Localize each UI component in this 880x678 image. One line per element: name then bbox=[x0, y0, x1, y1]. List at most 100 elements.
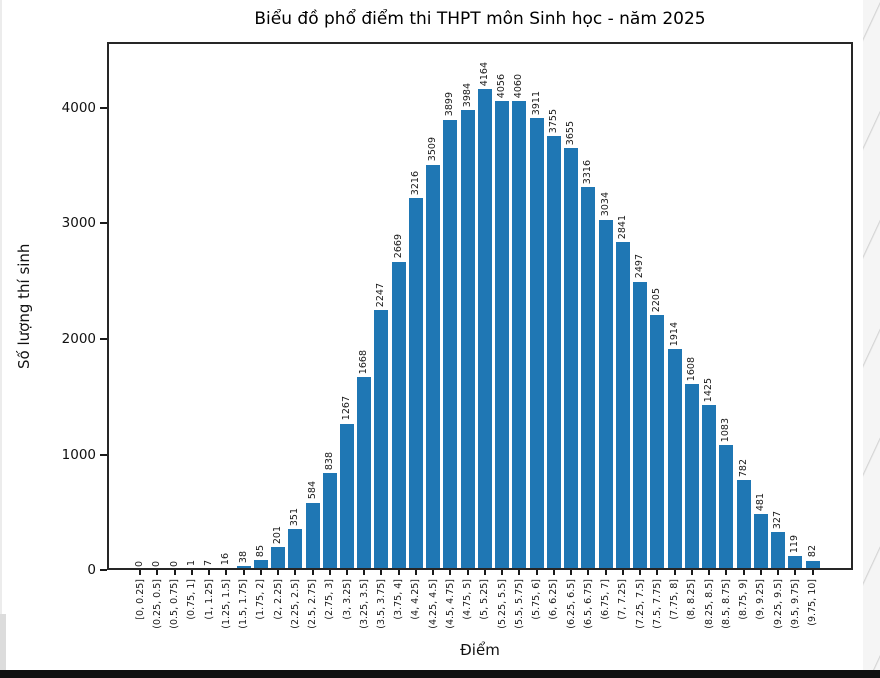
bar bbox=[788, 556, 803, 570]
x-tick-mark bbox=[139, 570, 141, 575]
x-tick-mark bbox=[173, 570, 176, 575]
bar-value-label: 327 bbox=[772, 511, 784, 530]
x-tick-label: (7.5, 7.75] bbox=[651, 579, 663, 629]
x-tick-mark bbox=[690, 570, 693, 575]
x-tick-mark bbox=[483, 570, 486, 575]
x-tick-mark bbox=[535, 570, 538, 575]
bar-value-label: 1914 bbox=[668, 321, 680, 346]
x-tick-mark bbox=[311, 570, 314, 575]
bar bbox=[598, 219, 613, 570]
x-tick-label: (5, 5.25] bbox=[479, 579, 491, 620]
x-tick-label: (1.25, 1.5] bbox=[220, 579, 232, 629]
x-tick-label: (9.25, 9.5] bbox=[772, 579, 784, 629]
bar bbox=[546, 136, 561, 570]
x-tick-mark bbox=[777, 570, 780, 575]
bar bbox=[426, 164, 441, 570]
bar bbox=[271, 546, 285, 570]
y-tick-mark bbox=[100, 569, 107, 571]
bar bbox=[374, 310, 389, 570]
x-tick-label: (4.5, 4.75] bbox=[444, 579, 456, 629]
x-tick-mark bbox=[759, 570, 762, 575]
bar bbox=[633, 281, 648, 570]
x-tick-mark bbox=[811, 570, 814, 575]
bar bbox=[477, 88, 492, 570]
x-tick-label: (1.75, 2] bbox=[255, 579, 267, 620]
x-tick-label: [0, 0.25] bbox=[134, 579, 146, 620]
x-tick-mark bbox=[414, 570, 417, 575]
x-tick-label: (8.25, 8.5] bbox=[703, 579, 715, 629]
x-tick-label: (4.75, 5] bbox=[462, 579, 474, 620]
bar-value-label: 1267 bbox=[341, 396, 352, 421]
bar bbox=[667, 348, 682, 570]
x-tick-label: (6.75, 7] bbox=[600, 579, 612, 620]
bar bbox=[719, 444, 734, 570]
bar bbox=[443, 119, 458, 570]
x-tick-mark bbox=[277, 570, 279, 575]
x-tick-label: (4, 4.25] bbox=[410, 579, 422, 620]
bar-value-label: 2669 bbox=[392, 234, 404, 259]
bar-value-label: 38 bbox=[237, 550, 249, 563]
x-tick-label: (3, 3.25] bbox=[341, 579, 353, 620]
bar-value-label: 7 bbox=[203, 559, 214, 566]
bar bbox=[495, 101, 510, 570]
x-tick-mark bbox=[380, 570, 383, 575]
bar bbox=[340, 423, 354, 570]
bar-value-label: 3509 bbox=[427, 137, 439, 162]
x-tick-mark bbox=[518, 570, 521, 575]
x-tick-label: (3.25, 3.5] bbox=[358, 579, 370, 629]
bar bbox=[322, 473, 337, 570]
bar-value-label: 82 bbox=[806, 545, 818, 558]
x-tick-mark bbox=[708, 570, 711, 575]
x-tick-label: (2.75, 3] bbox=[324, 579, 336, 620]
bar-value-label: 3316 bbox=[582, 159, 594, 184]
x-tick-mark bbox=[742, 570, 745, 575]
bar bbox=[253, 560, 268, 570]
left-edge-artifact bbox=[0, 0, 2, 670]
y-tick-mark bbox=[100, 337, 107, 340]
bar-value-label: 1083 bbox=[720, 417, 732, 442]
bar bbox=[753, 514, 768, 570]
bar-value-label: 3655 bbox=[565, 120, 577, 145]
y-tick-label: 4000 bbox=[61, 99, 96, 116]
x-tick-mark bbox=[225, 570, 228, 575]
x-tick-mark bbox=[449, 570, 452, 575]
x-tick-label: (2, 2.25] bbox=[272, 579, 284, 620]
bar bbox=[305, 502, 320, 570]
bar-value-label: 1608 bbox=[685, 357, 697, 382]
watermark-strip bbox=[863, 0, 880, 670]
x-tick-mark bbox=[725, 570, 728, 575]
bar-value-label: 1668 bbox=[358, 350, 370, 375]
y-tick-mark bbox=[100, 222, 107, 225]
bar-value-label: 2247 bbox=[375, 283, 387, 308]
bar-value-label: 3216 bbox=[409, 171, 421, 196]
bar-value-label: 0 bbox=[168, 560, 180, 567]
y-axis-label: Số lượng thí sinh bbox=[15, 243, 33, 369]
x-tick-mark bbox=[259, 570, 262, 575]
bar-value-label: 0 bbox=[134, 560, 145, 567]
x-tick-mark bbox=[466, 570, 469, 575]
x-tick-mark bbox=[656, 570, 659, 575]
x-tick-mark bbox=[294, 570, 297, 575]
x-tick-label: (6, 6.25] bbox=[548, 579, 560, 620]
bar bbox=[581, 186, 596, 570]
bar-value-label: 2841 bbox=[616, 214, 628, 239]
bar-value-label: 16 bbox=[220, 553, 232, 566]
bar-value-label: 3911 bbox=[530, 90, 542, 116]
x-tick-mark bbox=[363, 570, 366, 575]
y-tick-label: 0 bbox=[87, 562, 96, 578]
bar-value-label: 4056 bbox=[496, 74, 508, 99]
x-tick-label: (3.75, 4] bbox=[393, 579, 405, 620]
x-tick-label: (5.25, 5.5] bbox=[496, 579, 508, 629]
x-tick-mark bbox=[328, 570, 331, 575]
x-tick-mark bbox=[501, 570, 504, 575]
x-tick-mark bbox=[587, 570, 590, 575]
x-tick-label: (5.75, 6] bbox=[531, 579, 543, 620]
x-tick-mark bbox=[432, 570, 435, 575]
chart-title: Biểu đồ phổ điểm thi THPT môn Sinh học -… bbox=[254, 9, 706, 29]
bar-value-label: 201 bbox=[272, 525, 283, 544]
bar-value-label: 0 bbox=[151, 560, 163, 567]
y-tick-label: 3000 bbox=[61, 215, 96, 232]
x-tick-label: (2.25, 2.5] bbox=[289, 579, 301, 629]
x-tick-label: (7, 7.25] bbox=[617, 579, 629, 620]
y-tick-mark bbox=[100, 106, 107, 109]
